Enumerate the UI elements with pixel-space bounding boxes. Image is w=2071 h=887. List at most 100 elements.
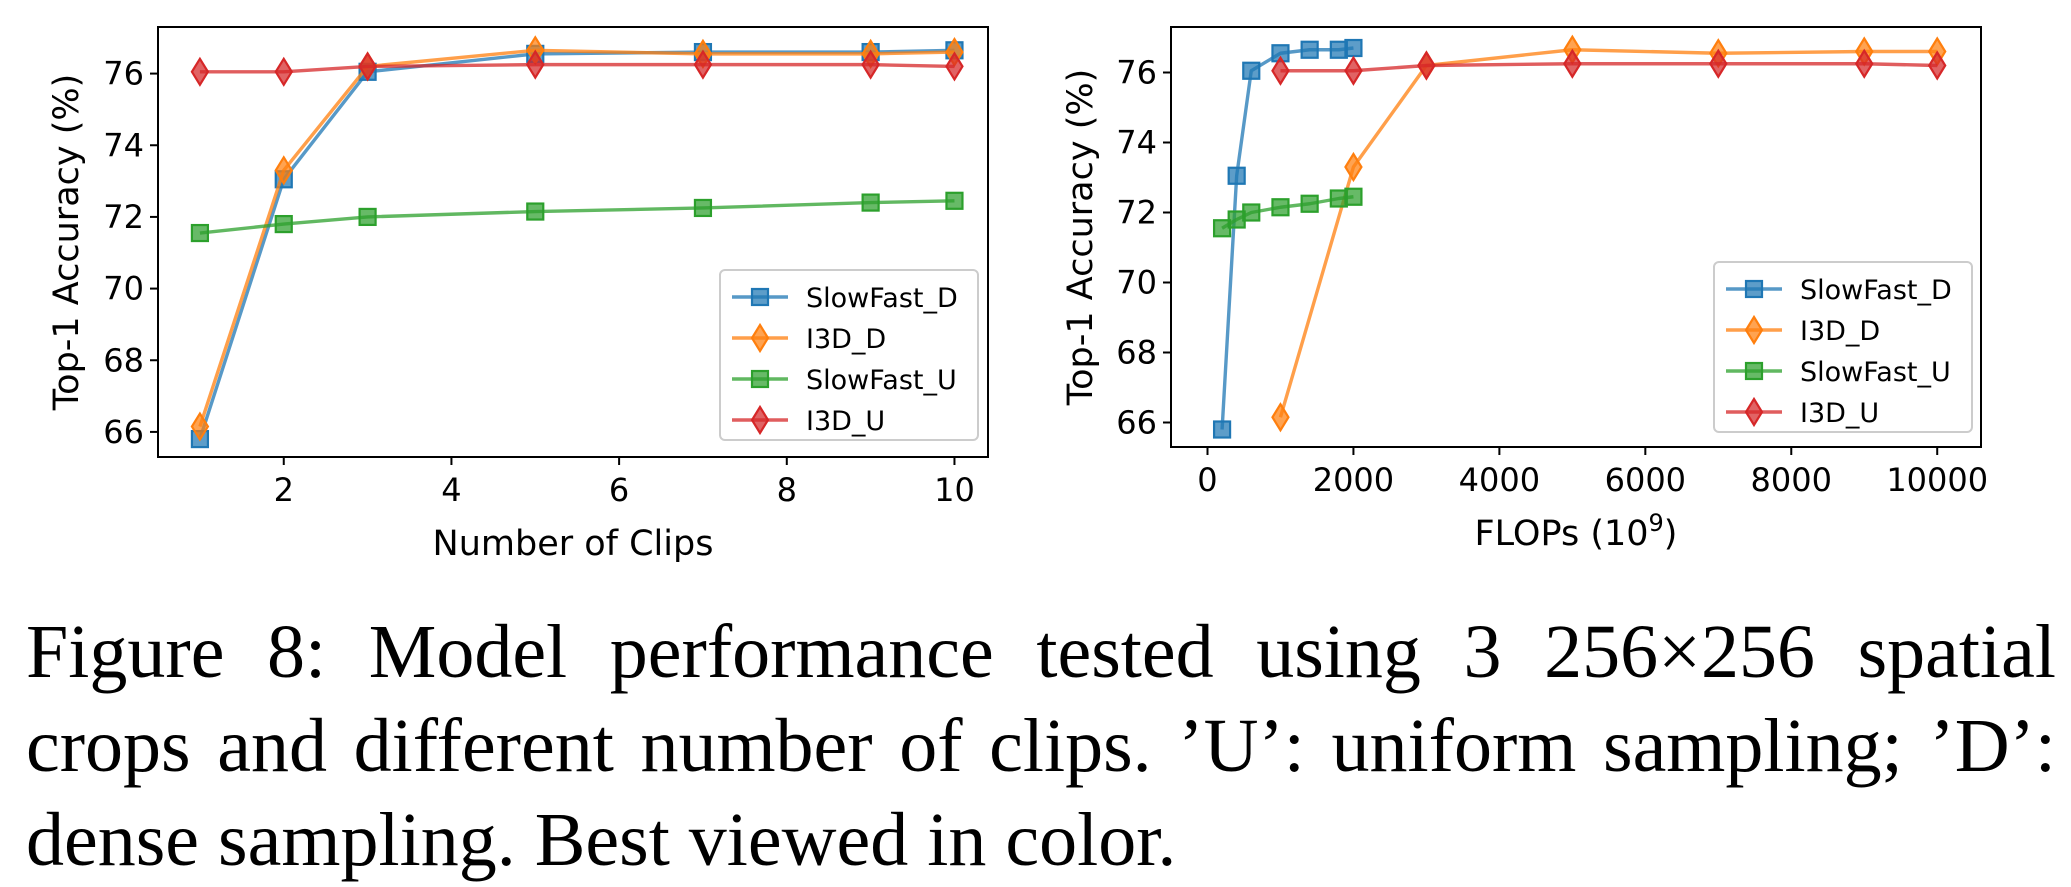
data-point-i3d-d-1 [1344,151,1363,183]
x-axis-label-exponent: 9 [1649,509,1664,537]
series-slowfast-u [190,191,964,243]
data-point-i3d-u-0 [1271,55,1290,86]
figure-caption: Figure 8: Model performance tested using… [26,605,2056,887]
y-tick-label: 74 [1116,124,1157,162]
series-slowfast-u [1212,187,1363,238]
legend-entry-i3d-d: I3D_D [1726,314,1880,347]
legend-label: SlowFast_D [806,283,958,314]
legend-entry-slowfast-d: SlowFast_D [1726,275,1952,306]
plot-frame [157,26,989,458]
data-point-slowfast-u-6 [945,191,964,210]
data-point-slowfast-u-4 [693,198,713,218]
legend-entry-i3d-d: I3D_D [732,322,886,355]
y-tick-label: 70 [103,270,144,308]
data-point-i3d-u-2 [358,51,377,82]
y-tick-label: 68 [103,341,144,379]
x-tick-label: 2 [274,471,294,509]
x-tick-label: 4 [441,471,461,509]
caption-line-1: Figure 8: Model performance tested using… [26,610,2056,694]
legend-entry-i3d-u: I3D_U [1726,396,1879,429]
data-point-slowfast-u-3 [1271,198,1290,217]
legend: SlowFast_D I3D_D SlowFast_U I3D_U [719,269,979,441]
y-tick-label: 76 [103,55,144,93]
data-point-slowfast-u-3 [526,202,545,221]
x-axis-label-tail: ) [1664,514,1678,554]
data-point-slowfast-d-1 [1227,166,1246,185]
legend-marker [750,322,770,354]
data-point-slowfast-u-6 [1344,187,1363,206]
x-tick-label: 8000 [1751,461,1832,499]
legend-box [1713,261,1973,433]
legend-label: SlowFast_U [1800,357,1951,388]
data-point-i3d-u-5 [861,49,880,80]
flops-accuracy-chart: 0 2000 4000 6000 8000 10000 66 68 70 72 74 76 FLOPs … [1061,26,1988,554]
data-point-i3d-u-4 [1709,48,1728,79]
x-axis-label: FLOPs (109) [1475,509,1678,554]
legend-marker [1744,279,1764,299]
legend-label: I3D_D [1800,316,1880,347]
data-point-slowfast-d-0 [1212,420,1232,439]
data-point-slowfast-d-2 [1242,61,1261,80]
data-point-i3d-d-0 [1271,402,1290,433]
legend-entry-i3d-u: I3D_U [732,404,885,437]
data-point-i3d-u-0 [190,56,210,87]
data-point-slowfast-u-4 [1300,194,1319,213]
legend-marker [750,369,770,389]
data-point-i3d-d-1 [274,155,294,186]
data-point-slowfast-u-1 [274,214,293,234]
legend-marker [750,287,770,307]
y-tick-label: 66 [1116,404,1157,442]
data-point-i3d-u-6 [945,51,964,82]
caption-line-2: crops and different number of clips. ’U’… [26,704,2056,788]
data-point-slowfast-d-6 [1344,38,1363,58]
data-point-i3d-u-2 [1417,50,1436,81]
y-tick-label: 70 [1116,264,1157,302]
data-point-i3d-u-5 [1854,48,1874,79]
legend-marker [1744,314,1764,346]
legend-label: SlowFast_D [1800,275,1952,306]
legend-entry-slowfast-u: SlowFast_U [1726,357,1951,388]
series-i3d-u [190,49,964,87]
y-tick-label: 72 [103,198,144,236]
data-point-i3d-u-4 [693,49,713,80]
data-point-i3d-u-1 [274,56,294,87]
y-tick-label: 72 [1116,194,1157,232]
legend-label: SlowFast_U [806,365,957,396]
y-axis-label: Top-1 Accuracy (%) [1061,69,1101,407]
data-point-i3d-d-0 [190,411,210,442]
y-axis-label: Top-1 Accuracy (%) [47,74,87,412]
legend-marker [750,404,770,436]
series-slowfast-d [1212,38,1363,439]
legend-marker [1744,396,1764,428]
series-line-i3d-u [199,62,955,74]
x-axis-label: Number of Clips [433,524,714,564]
caption-line-3: dense sampling. Best viewed in color. [26,798,1177,882]
legend-label: I3D_D [806,324,886,355]
series-i3d-u [1271,48,1947,86]
data-point-slowfast-u-2 [358,207,377,227]
data-point-i3d-u-3 [525,49,545,80]
series-line-i3d-u [1280,62,1938,73]
series-line-slowfast-u [199,199,955,235]
y-tick-label: 68 [1116,334,1157,372]
data-point-i3d-u-1 [1344,55,1363,86]
legend-entry-slowfast-u: SlowFast_U [732,365,957,396]
legend-marker [1744,361,1764,381]
data-point-i3d-u-3 [1563,48,1582,79]
x-tick-label: 6 [609,471,629,509]
legend: SlowFast_D I3D_D SlowFast_U I3D_U [1713,261,1973,433]
x-tick-label: 8 [777,471,797,509]
x-tick-label: 2000 [1313,461,1394,499]
legend-label: I3D_U [1800,398,1879,429]
data-point-slowfast-u-2 [1242,203,1261,222]
legend-box [719,269,979,441]
data-point-slowfast-u-0 [190,223,210,243]
plot-frame [1170,26,1982,448]
y-tick-label: 74 [103,126,144,164]
legend-entry-slowfast-d: SlowFast_D [732,283,958,314]
legend-label: I3D_U [806,406,885,437]
x-tick-label: 10000 [1886,461,1988,499]
y-tick-label: 66 [103,413,144,451]
data-point-slowfast-d-4 [1300,40,1319,59]
